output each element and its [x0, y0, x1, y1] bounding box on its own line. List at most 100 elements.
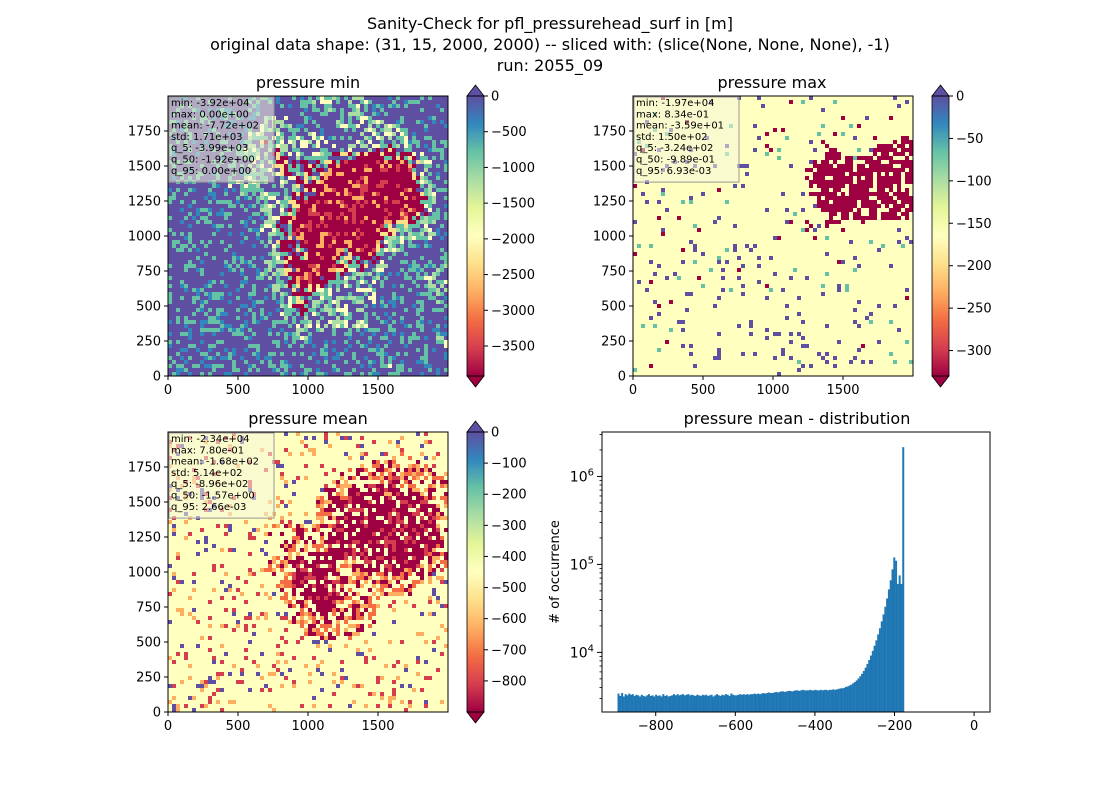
heatmap-cell: [176, 252, 181, 257]
heatmap-cell: [288, 264, 293, 269]
heatmap-cell: [376, 124, 381, 129]
heatmap-cell: [388, 284, 393, 289]
heatmap-cell: [340, 164, 345, 169]
heatmap-cell: [208, 280, 213, 285]
heatmap-cell: [200, 316, 205, 321]
heatmap-cell: [356, 340, 361, 345]
heatmap-cell: [328, 360, 333, 365]
heatmap-cell: [440, 180, 445, 185]
heatmap-cell: [192, 184, 197, 189]
heatmap-cell: [232, 308, 237, 313]
heatmap-cell: [212, 200, 217, 205]
heatmap-cell: [444, 132, 449, 137]
heatmap-cell: [408, 100, 413, 105]
heatmap-cell: [316, 244, 321, 249]
heatmap-cell: [324, 288, 329, 293]
heatmap-cell: [308, 308, 313, 313]
heatmap-cell: [216, 216, 221, 221]
heatmap-cell: [392, 228, 397, 233]
heatmap-cell: [372, 144, 377, 149]
heatmap-cell: [400, 112, 405, 117]
heatmap-cell: [408, 148, 413, 153]
heatmap-cell: [272, 296, 277, 301]
heatmap-cell: [364, 124, 369, 129]
heatmap-cell: [288, 148, 293, 153]
heatmap-cell: [300, 132, 305, 137]
heatmap-cell: [216, 248, 221, 253]
heatmap-cell: [196, 268, 201, 273]
heatmap-cell: [208, 352, 213, 357]
heatmap-cell: [312, 312, 317, 317]
heatmap-cell: [200, 284, 205, 289]
heatmap-cell: [328, 284, 333, 289]
heatmap-cell: [368, 212, 373, 217]
heatmap-cell: [440, 352, 445, 357]
heatmap-cell: [244, 216, 249, 221]
panel-title: pressure min: [256, 73, 360, 92]
heatmap-cell: [424, 320, 429, 325]
heatmap-cell: [220, 308, 225, 313]
heatmap-cell: [332, 140, 337, 145]
heatmap-cell: [420, 128, 425, 133]
heatmap-cell: [184, 188, 189, 193]
heatmap-cell: [352, 364, 357, 369]
heatmap-cell: [332, 256, 337, 261]
heatmap-cell: [420, 332, 425, 337]
heatmap-cell: [384, 292, 389, 297]
heatmap-cell: [208, 220, 213, 225]
heatmap-cell: [384, 136, 389, 141]
heatmap-cell: [304, 208, 309, 213]
heatmap-cell: [320, 264, 325, 269]
heatmap-cell: [424, 220, 429, 225]
heatmap-cell: [340, 100, 345, 105]
heatmap-cell: [408, 160, 413, 165]
heatmap-cell: [316, 360, 321, 365]
heatmap-cell: [316, 108, 321, 113]
heatmap-cell: [268, 200, 273, 205]
heatmap-cell: [332, 244, 337, 249]
heatmap-cell: [288, 356, 293, 361]
heatmap-cell: [176, 300, 181, 305]
heatmap-cell: [408, 104, 413, 109]
heatmap-cell: [172, 192, 177, 197]
heatmap-cell: [260, 264, 265, 269]
heatmap-cell: [240, 216, 245, 221]
heatmap-cell: [380, 256, 385, 261]
heatmap-cell: [392, 336, 397, 341]
heatmap-cell: [192, 368, 197, 373]
heatmap-cell: [444, 260, 449, 265]
heatmap-cell: [348, 96, 353, 101]
heatmap-cell: [196, 216, 201, 221]
heatmap-cell: [404, 324, 409, 329]
heatmap-cell: [308, 116, 313, 121]
heatmap-cell: [316, 176, 321, 181]
heatmap-cell: [424, 160, 429, 165]
heatmap-cell: [420, 324, 425, 329]
heatmap-cell: [396, 228, 401, 233]
heatmap-cell: [260, 292, 265, 297]
heatmap-cell: [444, 328, 449, 333]
y-tick-label: 750: [136, 265, 161, 280]
heatmap-cell: [228, 276, 233, 281]
heatmap-cell: [376, 188, 381, 193]
heatmap-cell: [360, 328, 365, 333]
heatmap-cell: [184, 284, 189, 289]
heatmap-cell: [336, 356, 341, 361]
heatmap-cell: [200, 272, 205, 277]
heatmap-cell: [340, 196, 345, 201]
heatmap-cell: [328, 368, 333, 373]
heatmap-cell: [436, 304, 441, 309]
heatmap-cell: [424, 280, 429, 285]
heatmap-cell: [244, 300, 249, 305]
heatmap-cell: [212, 264, 217, 269]
heatmap-cell: [172, 292, 177, 297]
heatmap-cell: [392, 316, 397, 321]
heatmap-cell: [224, 324, 229, 329]
heatmap-cell: [332, 292, 337, 297]
heatmap-cell: [408, 256, 413, 261]
heatmap-cell: [324, 272, 329, 277]
heatmap-cell: [188, 320, 193, 325]
heatmap-cell: [224, 284, 229, 289]
heatmap-cell: [280, 248, 285, 253]
heatmap-cell: [280, 252, 285, 257]
